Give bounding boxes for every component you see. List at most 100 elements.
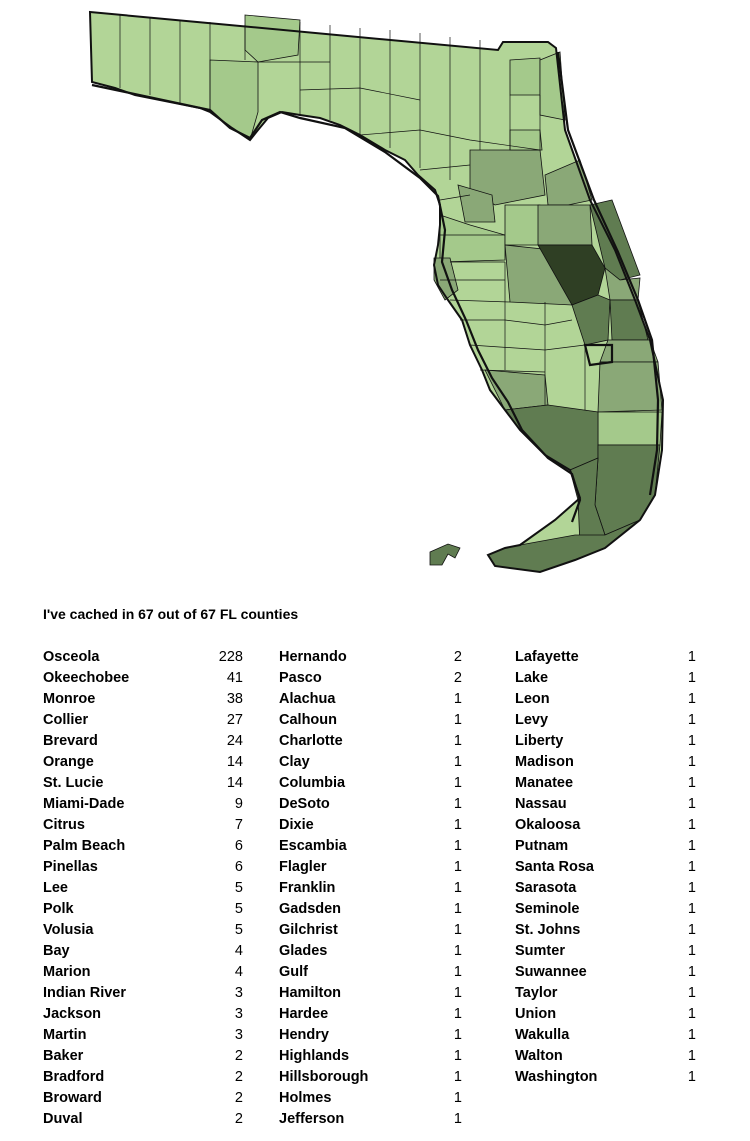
county-cache-count: 1 xyxy=(453,880,462,896)
county-row: Hendry 1 xyxy=(279,1026,462,1047)
county-name: Nassau xyxy=(515,796,567,812)
county-list-column-1: Osceola 228 Okeechobee 41 Monroe 38 Collier 27 B… xyxy=(43,648,243,1131)
county-name: Taylor xyxy=(515,985,558,1001)
county-row: Brevard 24 xyxy=(43,732,243,753)
county-row: Bay 4 xyxy=(43,942,243,963)
county-name: Union xyxy=(515,1006,557,1022)
county-name: Pinellas xyxy=(43,859,98,875)
county-cache-count: 1 xyxy=(453,1069,462,1085)
county-name: St. Lucie xyxy=(43,775,104,791)
county-name: Hillsborough xyxy=(279,1069,369,1085)
county-name: Madison xyxy=(515,754,574,770)
county-name: Manatee xyxy=(515,775,574,791)
county-name: Clay xyxy=(279,754,310,770)
county-cache-count: 1 xyxy=(453,985,462,1001)
lake-okeechobee xyxy=(583,343,614,367)
county-row: Manatee 1 xyxy=(515,774,696,795)
county-cache-count: 1 xyxy=(687,1048,696,1064)
county-name: Hardee xyxy=(279,1006,329,1022)
county-name: Hernando xyxy=(279,649,347,665)
county-cache-count: 1 xyxy=(687,1027,696,1043)
county-lake xyxy=(504,204,541,246)
county-row: Pasco 2 xyxy=(279,669,462,690)
county-cache-count: 1 xyxy=(687,985,696,1001)
county-cache-count: 1 xyxy=(453,1027,462,1043)
county-baker xyxy=(509,57,541,96)
county-cache-count: 1 xyxy=(453,1090,462,1106)
county-name: Monroe xyxy=(43,691,96,707)
county-cache-count: 1 xyxy=(687,964,696,980)
county-row: Lee 5 xyxy=(43,879,243,900)
county-name: Volusia xyxy=(43,922,94,938)
county-cache-count: 1 xyxy=(453,796,462,812)
county-name: Alachua xyxy=(279,691,336,707)
county-row: Suwannee 1 xyxy=(515,963,696,984)
county-row: Franklin 1 xyxy=(279,879,462,900)
county-name: Duval xyxy=(43,1111,83,1127)
county-cache-count: 38 xyxy=(226,691,243,707)
county-cache-count: 24 xyxy=(226,733,243,749)
county-cache-count: 1 xyxy=(687,754,696,770)
county-row: Madison 1 xyxy=(515,753,696,774)
county-row: Baker 2 xyxy=(43,1047,243,1068)
county-cache-count: 5 xyxy=(234,880,243,896)
county-row: Jefferson 1 xyxy=(279,1110,462,1131)
county-name: Marion xyxy=(43,964,91,980)
county-list-column-2: Hernando 2 Pasco 2 Alachua 1 Calhoun 1 Charlotte… xyxy=(279,648,462,1131)
county-row: Walton 1 xyxy=(515,1047,696,1068)
county-broward xyxy=(597,411,663,446)
county-name: Wakulla xyxy=(515,1027,570,1043)
county-cache-count: 1 xyxy=(687,796,696,812)
county-row: Columbia 1 xyxy=(279,774,462,795)
county-row: Sarasota 1 xyxy=(515,879,696,900)
county-cache-count: 1 xyxy=(453,1111,462,1127)
county-jackson xyxy=(244,14,301,63)
county-cache-count: 1 xyxy=(687,901,696,917)
county-cache-count: 228 xyxy=(218,649,243,665)
county-cache-count: 2 xyxy=(234,1090,243,1106)
county-cache-count: 1 xyxy=(453,838,462,854)
county-row: Flagler 1 xyxy=(279,858,462,879)
county-cache-count: 3 xyxy=(234,985,243,1001)
county-row: DeSoto 1 xyxy=(279,795,462,816)
county-cache-count: 1 xyxy=(687,712,696,728)
county-cache-count: 1 xyxy=(687,943,696,959)
county-cache-count: 5 xyxy=(234,901,243,917)
county-row: Lake 1 xyxy=(515,669,696,690)
county-cache-count: 1 xyxy=(453,754,462,770)
county-name: Pasco xyxy=(279,670,322,686)
county-cache-count: 14 xyxy=(226,775,243,791)
county-row: Glades 1 xyxy=(279,942,462,963)
county-cache-count: 1 xyxy=(453,922,462,938)
county-cache-count: 1 xyxy=(687,733,696,749)
county-cache-count: 1 xyxy=(687,838,696,854)
county-row: Washington 1 xyxy=(515,1068,696,1089)
county-row: Holmes 1 xyxy=(279,1089,462,1110)
county-palm-beach xyxy=(597,361,663,413)
county-row: Leon 1 xyxy=(515,690,696,711)
county-name: Gulf xyxy=(279,964,308,980)
county-name: DeSoto xyxy=(279,796,330,812)
county-cache-count: 4 xyxy=(234,964,243,980)
county-name: Miami-Dade xyxy=(43,796,125,812)
county-cache-count: 4 xyxy=(234,943,243,959)
county-row: Gulf 1 xyxy=(279,963,462,984)
county-cache-count: 41 xyxy=(226,670,243,686)
summary-heading: I've cached in 67 out of 67 FL counties xyxy=(43,606,299,622)
county-cache-count: 14 xyxy=(226,754,243,770)
county-cache-count: 1 xyxy=(453,712,462,728)
county-cache-count: 7 xyxy=(234,817,243,833)
county-name: Baker xyxy=(43,1048,84,1064)
county-name: Osceola xyxy=(43,649,100,665)
county-name: Gilchrist xyxy=(279,922,338,938)
county-name: Lafayette xyxy=(515,649,579,665)
county-martin xyxy=(599,339,659,363)
county-row: Gadsden 1 xyxy=(279,900,462,921)
county-row: Alachua 1 xyxy=(279,690,462,711)
county-row: Volusia 5 xyxy=(43,921,243,942)
county-row: Polk 5 xyxy=(43,900,243,921)
state-border xyxy=(88,10,665,574)
county-cache-count: 1 xyxy=(453,775,462,791)
county-row: Miami-Dade 9 xyxy=(43,795,243,816)
county-name: Escambia xyxy=(279,838,347,854)
